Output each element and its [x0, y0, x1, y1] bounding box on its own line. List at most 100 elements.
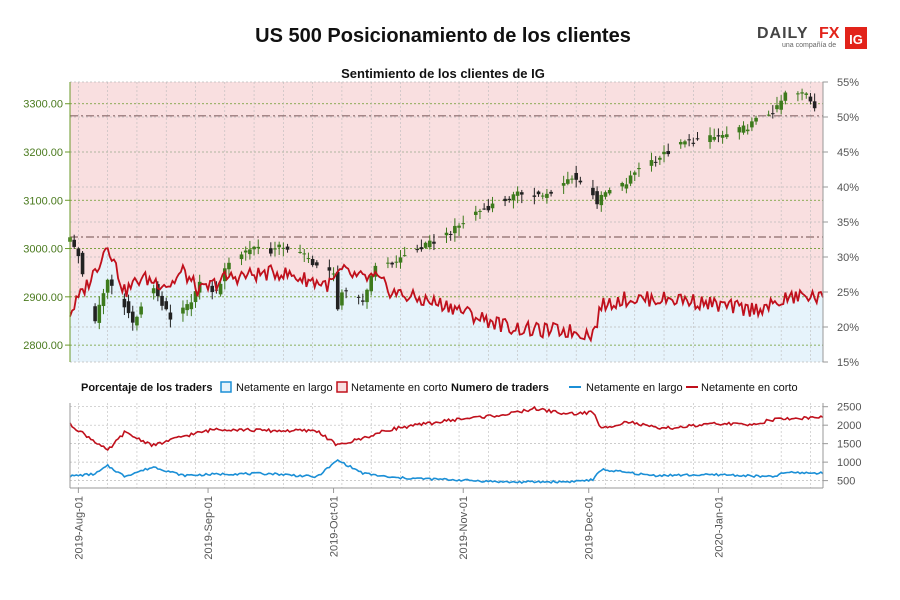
candle-body [695, 138, 700, 140]
candle-body [796, 93, 800, 95]
candle-body [151, 288, 156, 294]
legend-num-title: Numero de traders [451, 382, 549, 394]
candle-body [185, 304, 189, 311]
candle-body [356, 296, 361, 298]
traders-tick-label: 2000 [837, 420, 861, 432]
candle-body [256, 246, 261, 249]
candle-body [540, 195, 545, 197]
date-tick-label: 2019-Sep-01 [203, 496, 215, 560]
candle-body [473, 211, 478, 215]
traders-panel-grid [70, 403, 823, 488]
candle-body [511, 194, 516, 201]
candle-body [340, 292, 344, 306]
candle-body [239, 254, 244, 260]
legend-num-long-label: Netamente en largo [586, 382, 683, 394]
candle-body [101, 293, 106, 307]
candle-body [716, 135, 721, 137]
chart-title: US 500 Posicionamiento de los clientes [255, 25, 631, 47]
candle-body [72, 239, 76, 247]
candle-body [532, 195, 537, 197]
main-panel-grid [70, 81, 823, 363]
candle-body [637, 168, 641, 170]
date-tick-label: 2019-Dec-01 [584, 496, 596, 560]
candle-body [750, 121, 754, 128]
candle-body [745, 129, 750, 132]
candle-body [628, 175, 633, 184]
candle-body [607, 190, 612, 194]
candle-body [741, 125, 746, 133]
legend-pct-title: Porcentaje de los traders [81, 382, 212, 394]
candle-body [566, 179, 570, 184]
candle-body [122, 298, 127, 308]
candle-body [227, 262, 231, 270]
candle-body [724, 134, 729, 138]
candle-body [168, 312, 173, 320]
candle-body [139, 306, 143, 315]
candle-body [620, 183, 624, 187]
candle-body [808, 96, 813, 102]
candle-body [252, 246, 256, 250]
price-tick-label: 2800.00 [23, 340, 63, 352]
pct-tick-label: 35% [837, 217, 859, 229]
legend-pct-long-label: Netamente en largo [236, 382, 333, 394]
traders-tick-label: 2500 [837, 402, 861, 414]
candle-body [595, 191, 599, 205]
candle-body [369, 275, 373, 292]
dailyfx-logo: DAILY FX una compañía de IG [757, 25, 867, 49]
candle-body [482, 208, 486, 210]
candle-body [331, 273, 336, 275]
candle-body [486, 205, 491, 211]
main-panel-axes: 2800.00 2900.00 3000.00 3100.00 3200.00 3300.… [23, 77, 859, 369]
candle-body [591, 187, 595, 196]
candle-body [490, 203, 495, 209]
candle-body [624, 184, 629, 189]
candle-body [783, 92, 788, 101]
short-traders-line [69, 405, 824, 451]
pct-tick-label: 55% [837, 77, 859, 89]
pct-tick-label: 15% [837, 357, 859, 369]
candle-body [658, 157, 662, 160]
candle-body [302, 253, 307, 255]
candle-body [298, 251, 302, 253]
candle-body [804, 93, 809, 95]
candle-body [80, 252, 85, 275]
candle-body [561, 183, 566, 186]
long-traders-line [69, 459, 824, 484]
ig-badge [845, 27, 867, 49]
main-chart-subtitle: Sentimiento de los clientes de IG [341, 66, 545, 81]
candle-body [306, 258, 311, 260]
short-percentage-line [69, 247, 824, 343]
candle-body [570, 178, 574, 180]
candle-body [344, 290, 348, 292]
candle-body [666, 151, 671, 155]
candle-body [427, 240, 432, 248]
candle-body [545, 193, 549, 198]
candle-body [800, 92, 804, 94]
candle-body [189, 302, 194, 310]
candle-body [812, 101, 817, 109]
candle-body [599, 194, 604, 206]
candle-body [419, 247, 424, 250]
candle-body [779, 100, 783, 110]
candle-body [708, 135, 712, 143]
candle-body [457, 225, 461, 228]
candle-body [766, 114, 771, 116]
candle-body [771, 113, 775, 115]
candle-body [415, 249, 420, 251]
candle-body [394, 261, 399, 263]
traders-panel-axes: 500 1000 1500 2000 2500 [69, 402, 861, 489]
candle-body [653, 161, 658, 163]
candle-body [649, 160, 654, 166]
pct-tick-label: 25% [837, 287, 859, 299]
candle-body [193, 291, 198, 303]
candle-body [135, 316, 139, 326]
candle-body [507, 198, 512, 200]
candle-body [285, 246, 290, 250]
candle-body [269, 248, 273, 254]
logo-tagline: una compañía de [782, 42, 836, 49]
candle-body [536, 191, 541, 195]
legend-pct-short-swatch [336, 381, 348, 393]
candle-body [691, 142, 696, 144]
pct-tick-label: 40% [837, 182, 859, 194]
